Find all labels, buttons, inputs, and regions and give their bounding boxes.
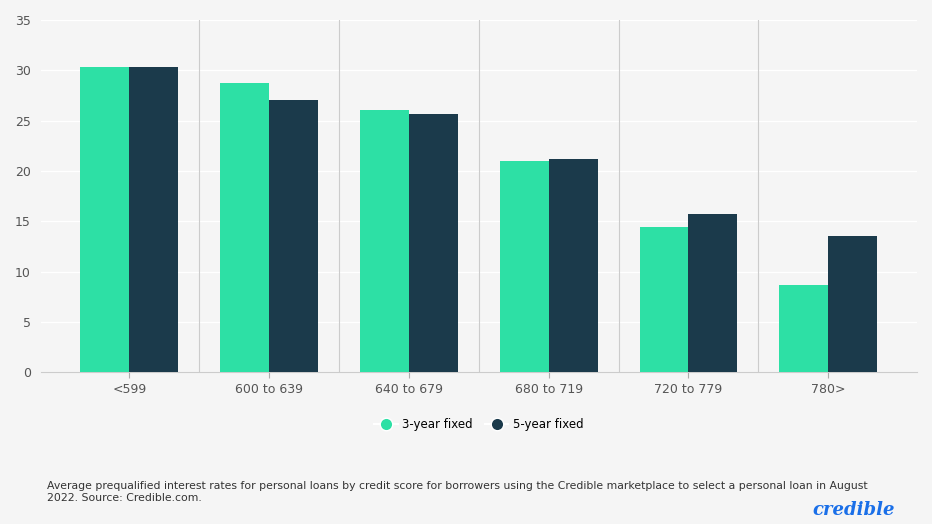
Legend: 3-year fixed, 5-year fixed: 3-year fixed, 5-year fixed: [369, 413, 588, 436]
Bar: [269, 101, 318, 372]
Bar: [409, 114, 458, 372]
Bar: [220, 83, 269, 372]
Bar: [130, 67, 178, 372]
Bar: [80, 67, 130, 372]
Bar: [500, 161, 549, 372]
Text: Average prequalified interest rates for personal loans by credit score for borro: Average prequalified interest rates for …: [47, 482, 867, 503]
Bar: [639, 227, 689, 372]
Bar: [689, 214, 737, 372]
Bar: [829, 236, 877, 372]
Bar: [360, 110, 409, 372]
Bar: [549, 159, 597, 372]
Text: credible: credible: [812, 501, 895, 519]
Bar: [779, 285, 829, 372]
